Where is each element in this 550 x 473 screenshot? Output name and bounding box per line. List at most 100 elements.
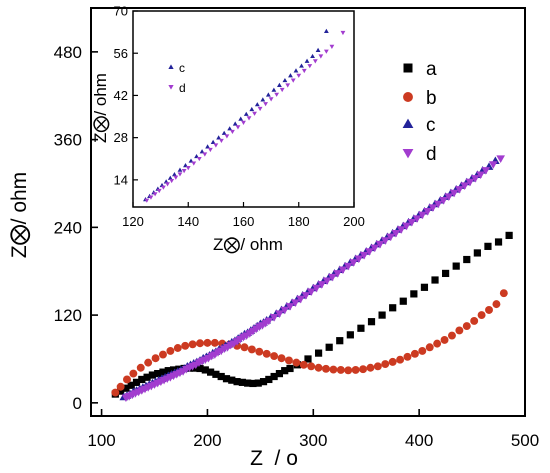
- inset-x-tick-label: 120: [122, 214, 144, 229]
- inset-point-d: [285, 83, 291, 88]
- main-point-d: [269, 314, 279, 322]
- main-point-a: [265, 375, 273, 384]
- main-point-a: [244, 379, 252, 387]
- main-point-b: [210, 338, 219, 347]
- inset-point-c: [271, 87, 277, 92]
- main-point-d: [312, 284, 321, 293]
- main-point-b: [173, 344, 182, 352]
- legend-label-a: a: [426, 59, 437, 80]
- main-x-tick-label: 400: [405, 431, 433, 450]
- main-point-d: [418, 211, 427, 220]
- inset-legend-label-d: d: [179, 81, 186, 95]
- main-point-a: [281, 367, 289, 375]
- main-point-a: [117, 387, 125, 395]
- inset-point-c: [221, 130, 227, 135]
- main-point-a: [148, 371, 156, 379]
- inset-point-c: [199, 149, 205, 154]
- main-point-a: [463, 255, 471, 264]
- inset-point-c: [265, 92, 271, 97]
- main-point-a: [196, 364, 204, 373]
- main-point-d: [275, 310, 284, 318]
- main-x-tick-label: 500: [511, 431, 539, 450]
- inset-y-tick-label: 14: [114, 172, 128, 187]
- main-point-b: [433, 339, 442, 348]
- main-point-a: [259, 378, 268, 386]
- main-point-b: [344, 366, 353, 375]
- main-point-b: [136, 363, 145, 372]
- inset-point-c: [288, 73, 293, 78]
- inset-x-tick-label: 180: [288, 214, 310, 229]
- main-point-b: [388, 357, 397, 366]
- legend-item-c: c: [402, 115, 436, 136]
- main-point-b: [240, 343, 249, 352]
- main-point-a: [191, 364, 199, 372]
- inset-point-d: [246, 116, 252, 121]
- inset-point-c: [310, 53, 315, 59]
- inset-point-d: [177, 172, 183, 177]
- main-point-d: [470, 175, 480, 183]
- inset-point-c: [177, 167, 183, 172]
- legend-symbol-c: [402, 118, 414, 129]
- main-point-a: [473, 249, 481, 257]
- main-y-tick-label: 0: [73, 394, 82, 413]
- inset-point-d: [152, 192, 158, 197]
- main-y-tick-label: 360: [54, 131, 82, 150]
- main-point-a: [159, 368, 167, 376]
- inset-point-c: [216, 135, 222, 140]
- main-point-b: [322, 364, 330, 373]
- main-point-b: [329, 365, 338, 374]
- main-point-d: [328, 273, 337, 282]
- inset-point-c: [282, 77, 288, 83]
- inset-point-d: [230, 129, 235, 135]
- main-point-d: [301, 292, 311, 300]
- inset-legend: c d: [168, 61, 186, 95]
- inset-point-d: [219, 138, 224, 144]
- main-point-d: [423, 208, 432, 216]
- main-point-a: [304, 355, 312, 363]
- inset-point-d: [148, 195, 154, 200]
- main-point-a: [122, 384, 130, 392]
- inset-point-d: [252, 111, 257, 116]
- main-point-b: [336, 365, 345, 374]
- inset-point-d: [160, 185, 166, 190]
- main-point-b: [307, 362, 316, 371]
- main-point-a: [164, 367, 172, 375]
- main-point-a: [420, 283, 429, 291]
- main-point-b: [381, 360, 390, 369]
- legend-label-d: d: [426, 144, 437, 165]
- inset-legend-label-c: c: [179, 61, 185, 75]
- main-point-d: [412, 215, 422, 223]
- inset-point-c: [304, 58, 310, 63]
- main-point-d: [343, 262, 353, 271]
- inset-point-d: [144, 198, 150, 203]
- main-point-b: [277, 354, 286, 363]
- main-point-d: [285, 303, 295, 311]
- legend-symbol-b: [403, 92, 413, 102]
- main-point-a: [286, 364, 294, 373]
- legend-symbol-a: [403, 63, 413, 73]
- inset-point-d: [169, 178, 175, 184]
- main-point-a: [399, 297, 407, 305]
- legend-symbol-d: [402, 148, 414, 159]
- inset-legend-item-c: c: [168, 61, 185, 75]
- main-point-d: [280, 306, 290, 315]
- inset-y-tick-labels: 14 28 42 56 70: [114, 4, 128, 188]
- main-point-a: [410, 290, 418, 298]
- inset-point-d: [156, 188, 162, 194]
- main-point-d: [359, 251, 369, 260]
- inset-point-c: [243, 111, 249, 116]
- main-point-a: [367, 318, 376, 326]
- inset-x-ticks: [132, 202, 355, 207]
- main-point-b: [314, 363, 323, 372]
- main-point-d: [465, 178, 475, 187]
- main-point-d: [338, 266, 348, 275]
- main-point-a: [217, 372, 225, 381]
- inset-point-c: [227, 126, 233, 131]
- main-point-d: [460, 182, 469, 190]
- main-point-d: [396, 226, 406, 234]
- inset-point-c: [277, 82, 282, 87]
- main-point-b: [247, 345, 256, 354]
- main-point-b: [116, 382, 125, 391]
- inset-point-d: [274, 92, 280, 97]
